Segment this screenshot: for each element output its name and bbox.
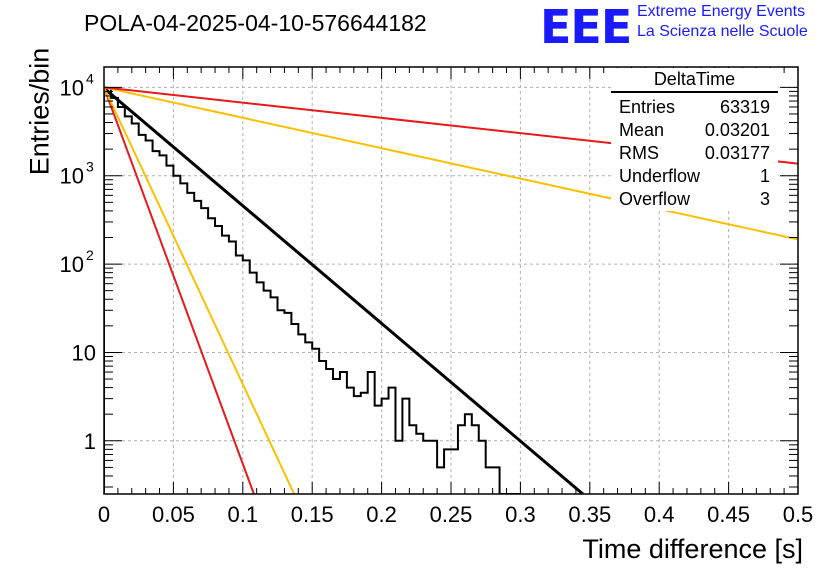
logo-line-1: Extreme Energy Events [637, 3, 806, 20]
x-tick-label: 0.35 [568, 502, 611, 527]
y-axis-label: Entries/bin [24, 47, 55, 176]
logo-line-2: La Scienza nelle Scuole [637, 23, 808, 40]
y-tick-label: 1 [84, 429, 96, 454]
x-tick-label: 0 [98, 502, 110, 527]
stats-box-title: DeltaTime [611, 68, 778, 93]
reference-line-1 [104, 87, 255, 494]
stats-row-underflow: Underflow 1 [611, 165, 778, 188]
stats-value: 63319 [719, 97, 770, 117]
eee-logo-mark: EEE [540, 0, 632, 54]
y-tick-exponent: 4 [86, 70, 94, 86]
y-tick-label: 10 [60, 252, 84, 277]
stats-row-overflow: Overflow 3 [611, 188, 778, 211]
y-tick-label: 10 [72, 340, 96, 365]
x-tick-label: 0.3 [505, 502, 536, 527]
stats-value: 0.03177 [704, 143, 770, 163]
stats-row-rms: RMS 0.03177 [611, 142, 778, 165]
y-tick-exponent: 2 [86, 247, 94, 263]
y-tick-label: 10 [60, 75, 84, 100]
x-tick-label: 0.25 [430, 502, 473, 527]
stats-box: DeltaTime Entries 63319 Mean 0.03201 RMS… [611, 68, 778, 211]
x-tick-label: 0.15 [291, 502, 334, 527]
x-tick-label: 0.05 [152, 502, 195, 527]
stats-label: Mean [619, 120, 665, 140]
fit-line [104, 86, 584, 494]
stats-label: Underflow [619, 166, 701, 186]
stats-value: 0.03201 [704, 120, 770, 140]
x-tick-label: 0.4 [644, 502, 675, 527]
y-tick-label: 10 [60, 164, 84, 189]
reference-line-3 [104, 86, 798, 241]
x-tick-label: 0.1 [228, 502, 259, 527]
stats-label: RMS [619, 143, 659, 163]
x-tick-label: 0.2 [366, 502, 397, 527]
stats-row-entries: Entries 63319 [611, 96, 778, 119]
chart-title: POLA-04-2025-04-10-576644182 [84, 10, 427, 36]
reference-line-2 [104, 86, 296, 494]
histogram-outline [104, 87, 521, 494]
stats-value: 3 [759, 189, 770, 209]
x-tick-label: 0.45 [707, 502, 750, 527]
x-axis-label: Time difference [s] [582, 534, 803, 564]
stats-row-mean: Mean 0.03201 [611, 119, 778, 142]
stats-label: Entries [619, 97, 676, 117]
x-tick-label: 0.5 [783, 502, 814, 527]
stats-value: 1 [759, 166, 770, 186]
y-tick-exponent: 3 [86, 159, 94, 175]
stats-label: Overflow [619, 189, 691, 209]
